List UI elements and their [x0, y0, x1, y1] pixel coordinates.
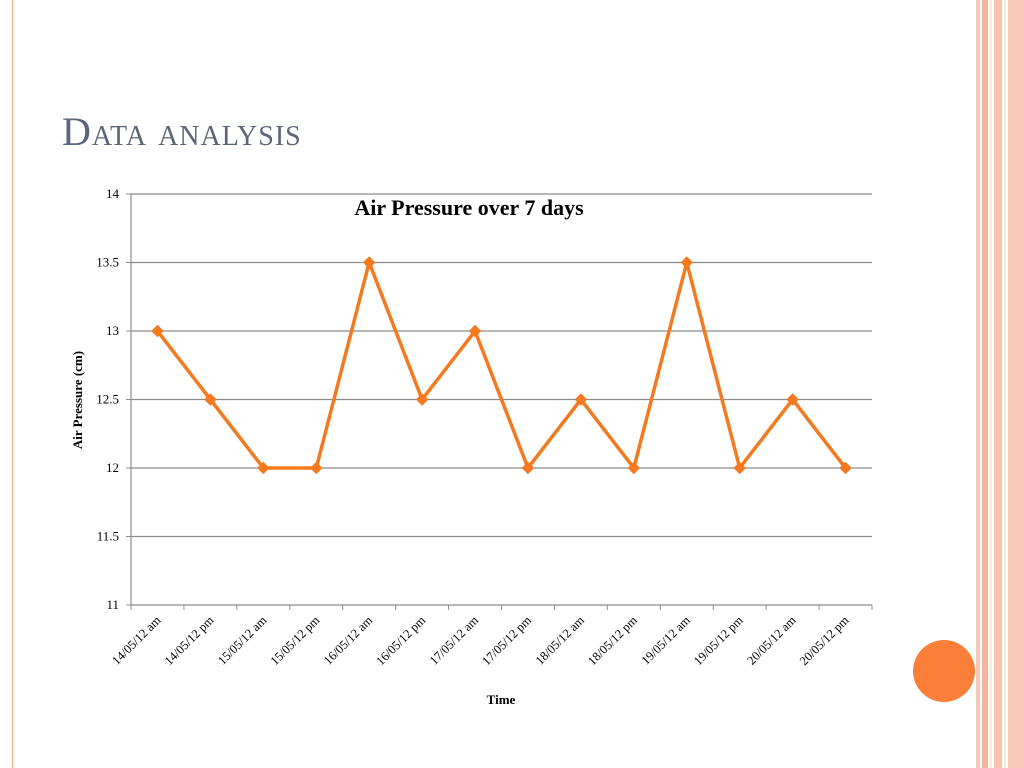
data-point-marker: [627, 461, 641, 475]
x-tick-label: 19/05/12 pm: [691, 613, 746, 668]
data-point-marker: [733, 461, 746, 475]
y-tick-label: 11.5: [97, 529, 119, 544]
chart-title: Air Pressure over 7 days: [354, 195, 584, 220]
x-tick-label: 16/05/12 am: [321, 613, 376, 668]
left-border-rule: [12, 0, 13, 768]
y-tick-label: 11: [106, 597, 119, 612]
x-tick-label: 17/05/12 am: [427, 613, 482, 668]
y-axis-label: Air Pressure (cm): [70, 351, 85, 449]
data-point-marker: [521, 461, 535, 475]
right-decorative-stripe: [994, 0, 1002, 768]
right-decorative-stripe: [982, 0, 988, 768]
data-point-marker: [415, 393, 429, 406]
data-point-marker: [786, 393, 799, 406]
right-decorative-stripe: [1004, 0, 1006, 768]
axes: [126, 193, 873, 610]
right-decorative-stripe: [990, 0, 992, 768]
data-point-marker: [839, 461, 852, 475]
y-tick-label: 12: [106, 460, 119, 475]
x-tick-label: 17/05/12 pm: [479, 613, 534, 668]
series-line: [156, 256, 847, 472]
data-point-marker: [204, 393, 217, 406]
x-tick-label: 15/05/12 am: [215, 613, 270, 668]
y-tick-label: 12.5: [96, 392, 119, 407]
x-tick-label: 14/05/12 pm: [162, 613, 217, 668]
x-tick-label: 15/05/12 pm: [268, 613, 323, 668]
x-tick-label: 16/05/12 pm: [373, 613, 428, 668]
data-point-marker: [362, 256, 376, 269]
x-tick-label: 19/05/12 am: [639, 613, 694, 668]
y-tick-label: 13.5: [96, 255, 119, 270]
data-point-marker: [151, 324, 164, 338]
x-tick-label: 20/05/12 am: [744, 613, 799, 668]
right-decorative-stripe: [1008, 0, 1024, 768]
x-tick-label: 14/05/12 am: [109, 613, 164, 668]
right-decorative-stripe: [976, 0, 980, 768]
slide-title: Data analysis: [62, 109, 302, 154]
gridlines: [131, 193, 872, 538]
x-tick-label: 20/05/12 pm: [797, 613, 852, 668]
x-tick-label: 18/05/12 am: [533, 613, 588, 668]
data-point-marker: [574, 393, 588, 406]
data-point-marker: [257, 461, 270, 475]
x-axis-label: Time: [487, 692, 516, 707]
series-air-pressure: [151, 256, 852, 475]
y-tick-label: 13: [106, 323, 119, 338]
decorative-circle: [913, 640, 975, 702]
data-point-marker: [680, 256, 693, 269]
y-tick-label: 14: [106, 186, 120, 201]
x-tick-label: 18/05/12 pm: [585, 613, 640, 668]
data-point-marker: [468, 324, 482, 338]
data-point-marker: [310, 461, 323, 475]
